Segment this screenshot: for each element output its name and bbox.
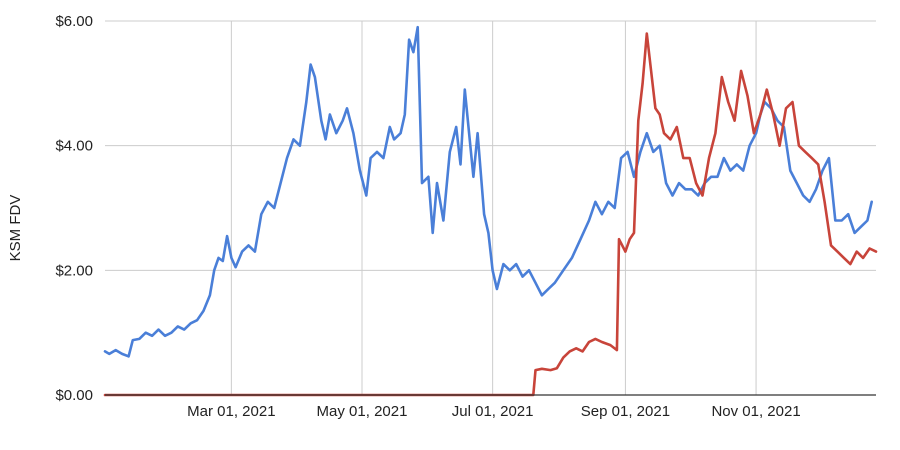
x-tick-label: Sep 01, 2021	[581, 403, 670, 420]
x-tick-label: Nov 01, 2021	[711, 403, 800, 420]
x-tick-label: Mar 01, 2021	[187, 403, 275, 420]
y-tick-label: $2.00	[55, 262, 93, 279]
x-tick-label: Jul 01, 2021	[452, 403, 534, 420]
y-tick-labels: $0.00 $2.00 $4.00 $6.00	[55, 13, 93, 404]
y-tick-label: $6.00	[55, 13, 93, 30]
series-line-2	[103, 32, 878, 397]
series-lines	[103, 25, 878, 397]
y-tick-label: $4.00	[55, 138, 93, 155]
y-tick-label: $0.00	[55, 387, 93, 404]
series-line-1	[103, 25, 873, 358]
grid	[105, 20, 876, 395]
x-tick-label: May 01, 2021	[317, 403, 408, 420]
y-axis-title: KSM FDV	[7, 195, 24, 262]
x-tick-labels: Mar 01, 2021 May 01, 2021 Jul 01, 2021 Sep …	[187, 403, 801, 420]
